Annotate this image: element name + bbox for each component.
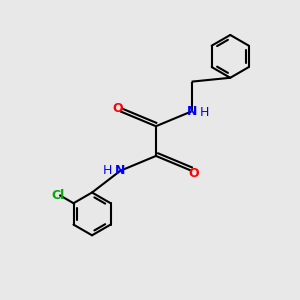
Text: N: N bbox=[115, 164, 125, 177]
Text: O: O bbox=[189, 167, 199, 180]
Text: O: O bbox=[112, 103, 123, 116]
Text: H: H bbox=[103, 164, 112, 177]
Text: N: N bbox=[186, 105, 197, 118]
Text: H: H bbox=[200, 106, 209, 119]
Text: Cl: Cl bbox=[51, 188, 64, 202]
